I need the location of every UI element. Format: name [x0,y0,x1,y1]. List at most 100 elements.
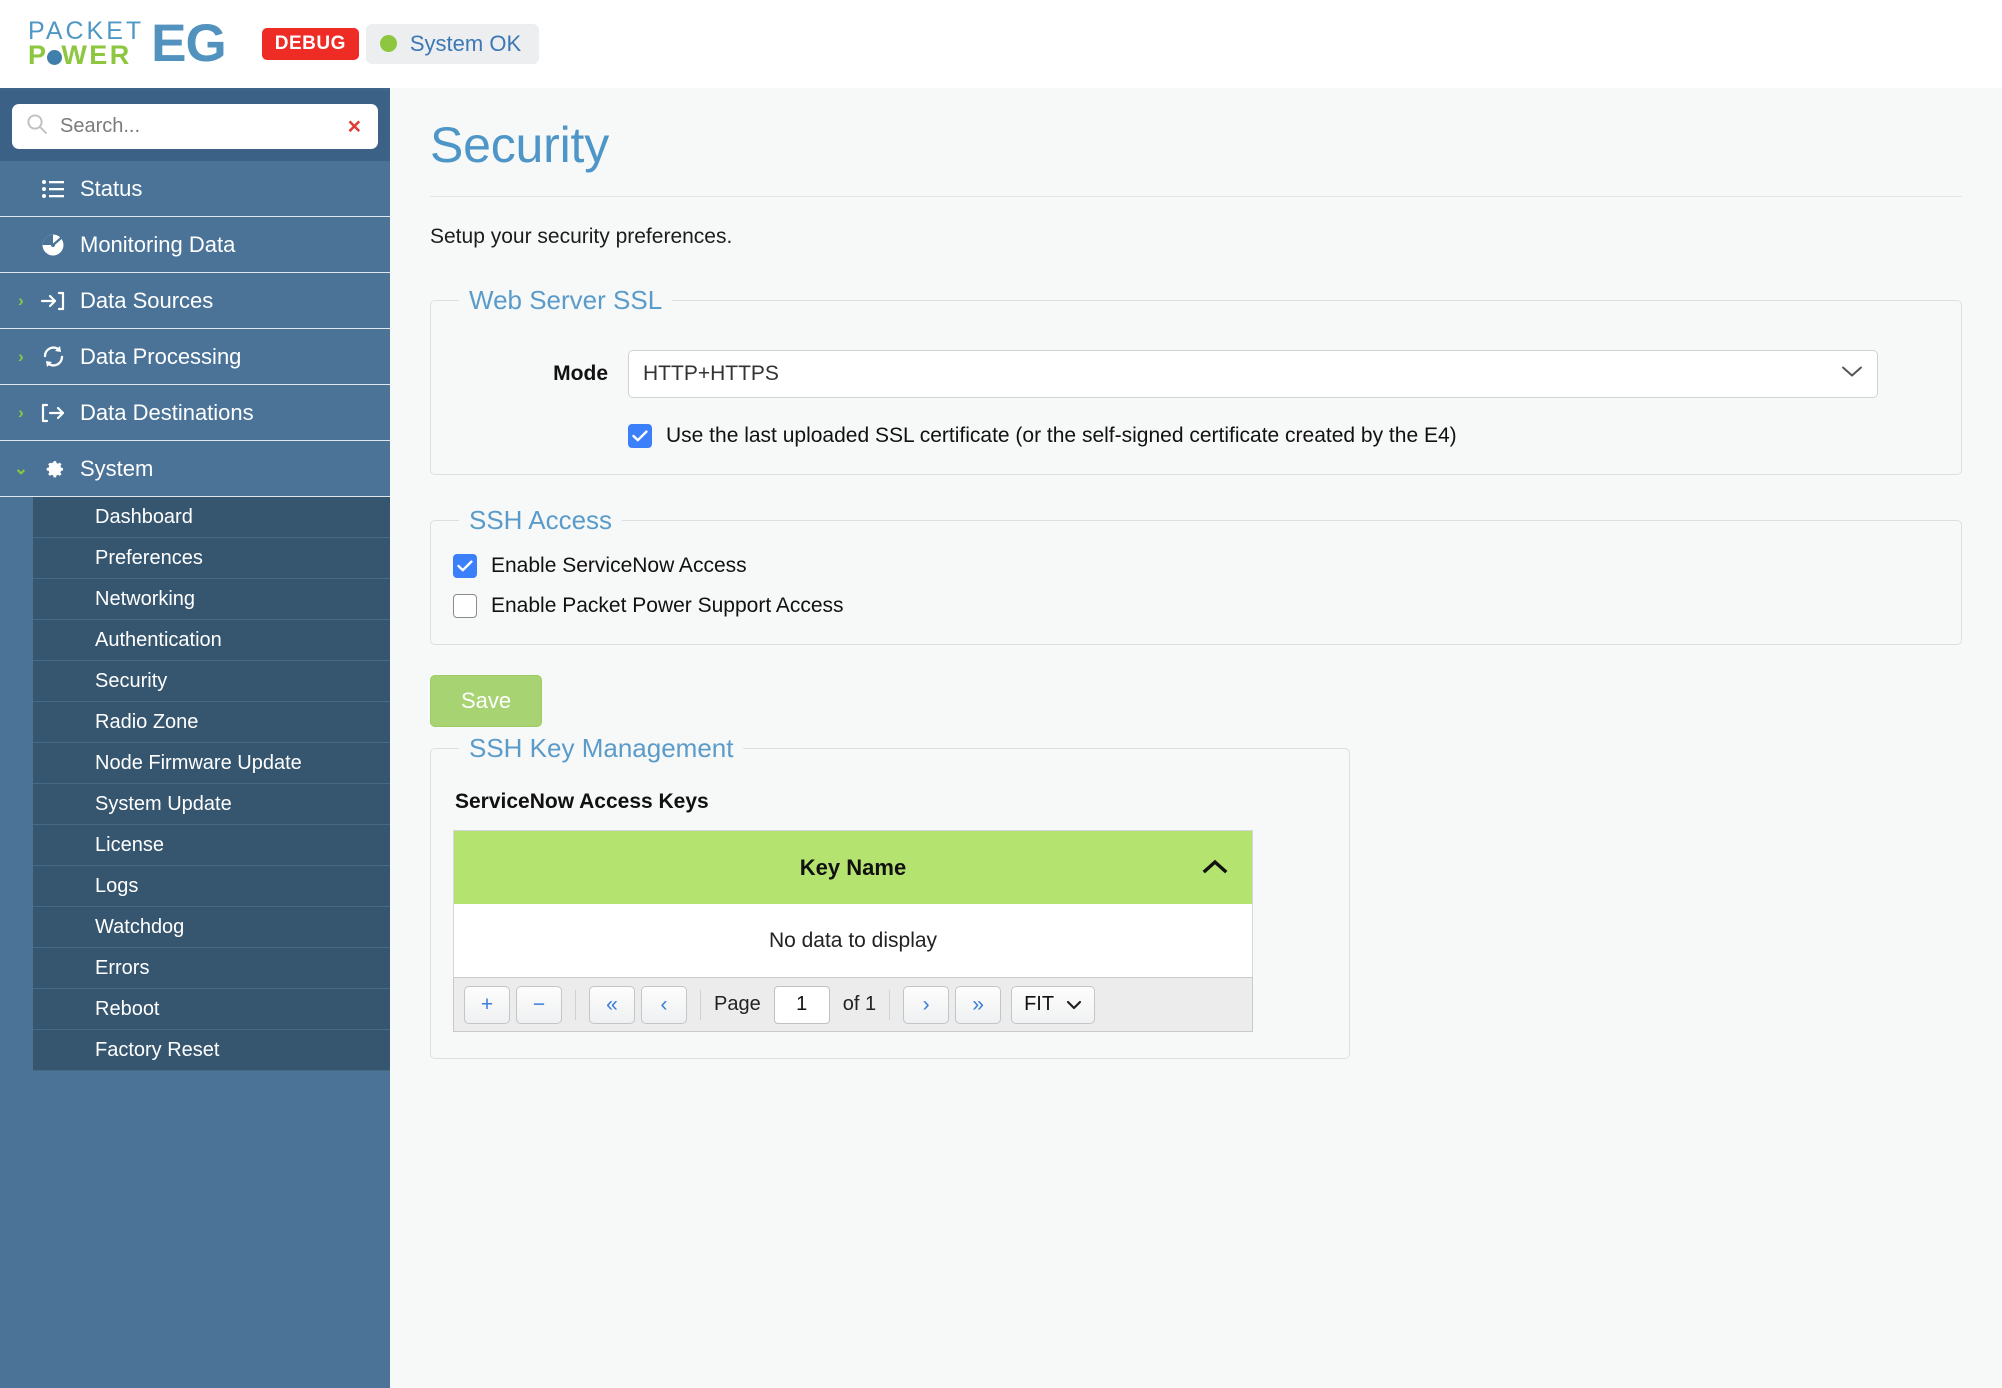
sidebar-subitem-security[interactable]: Security [33,661,390,702]
use-last-ssl-certificate-row[interactable]: Use the last uploaded SSL certificate (o… [453,424,1939,448]
page-title: Security [430,117,610,173]
subitem-label: Logs [95,874,139,897]
status-label: System OK [409,30,522,56]
chevron-right-icon[interactable]: › [18,290,24,310]
page-total-label: of 1 [842,993,877,1015]
sidebar-item-system[interactable]: ⌄ System [0,441,390,497]
sidebar-subitem-errors[interactable]: Errors [33,948,390,989]
enable-servicenow-access-label: Enable ServiceNow Access [491,554,747,577]
pager-divider [700,989,701,1020]
grid-column-header-key-name[interactable]: Key Name [453,830,1253,904]
sidebar-subitem-license[interactable]: License [33,825,390,866]
logo-packet-text: PACKET [28,16,145,45]
search-input[interactable] [58,114,342,139]
ssh-key-management-panel: SSH Key Management ServiceNow Access Key… [430,733,1350,1059]
pager-divider [575,989,576,1020]
page-number-input[interactable] [773,985,830,1024]
sidebar-item-data-sources[interactable]: › Data Sources [0,273,390,329]
enable-servicenow-access-row[interactable]: Enable ServiceNow Access [453,554,1939,578]
sidebar-subitem-logs[interactable]: Logs [33,866,390,907]
subitem-label: Authentication [95,628,222,651]
sidebar-item-status[interactable]: Status [0,161,390,217]
search-box[interactable]: × [12,104,378,149]
app-header: PACKET P WER EG DEBUG System OK [0,0,2002,88]
logo-eg-text: EG [151,14,227,73]
subitem-label: Dashboard [95,505,193,528]
debug-badge: DEBUG [261,27,359,60]
status-dot-icon [379,35,397,52]
page-size-select[interactable]: FIT [1011,985,1096,1024]
last-page-button[interactable]: » [955,985,1002,1024]
sidebar-search-area: × [0,91,390,161]
add-key-button[interactable]: + [464,985,510,1024]
subitem-label: Node Firmware Update [95,751,302,774]
remove-key-button[interactable]: − [516,985,562,1024]
clear-search-icon[interactable]: × [347,113,361,139]
ssh-keys-grid: Key Name No data to display + − « ‹ Page [453,830,1253,1032]
ssl-mode-label: Mode [553,362,608,385]
subitem-label: License [95,833,164,856]
ssh-access-panel: SSH Access Enable ServiceNow Access Enab… [430,505,1962,645]
ssh-key-management-legend: SSH Key Management [469,733,734,763]
sidebar-subitem-dashboard[interactable]: Dashboard [33,497,390,538]
ssl-mode-select[interactable]: HTTP+HTTPS [628,350,1878,398]
use-last-ssl-certificate-checkbox[interactable] [628,424,652,448]
page-intro-text: Setup your security preferences. [430,225,733,248]
sidebar-subitem-node-firmware-update[interactable]: Node Firmware Update [33,743,390,784]
system-status-indicator[interactable]: System OK [365,23,540,64]
chevron-down-icon[interactable]: ⌄ [13,458,29,478]
sidebar-subitem-radio-zone[interactable]: Radio Zone [33,702,390,743]
enable-servicenow-access-checkbox[interactable] [453,554,477,578]
sidebar-subitem-factory-reset[interactable]: Factory Reset [33,1030,390,1071]
subitem-label: Networking [95,587,196,610]
enable-packet-power-support-access-row[interactable]: Enable Packet Power Support Access [453,594,1939,618]
system-submenu: Dashboard Preferences Networking Authent… [0,497,390,1071]
sidebar-item-monitoring-data[interactable]: Monitoring Data [0,217,390,273]
sidebar-subitem-reboot[interactable]: Reboot [33,989,390,1030]
title-divider [430,196,1962,197]
chevron-right-icon[interactable]: › [18,402,24,422]
sidebar-item-label: Status [80,175,143,201]
sidebar-subitem-system-update[interactable]: System Update [33,784,390,825]
list-icon [36,178,70,200]
sidebar-item-label: Data Processing [80,343,242,369]
ssh-access-legend: SSH Access [469,505,613,535]
logo-wordmark: PACKET P WER [28,16,145,68]
gear-icon [36,456,70,481]
arrow-into-bracket-icon [36,290,70,312]
sidebar-subitem-watchdog[interactable]: Watchdog [33,907,390,948]
refresh-icon [36,344,70,369]
sidebar-item-label: Data Destinations [80,399,254,425]
sidebar-navigation: × Status [0,88,390,1388]
sidebar-item-label: Data Sources [80,287,214,313]
ssl-mode-select-wrap: HTTP+HTTPS [628,350,1878,398]
search-icon [26,113,48,140]
gauge-icon [36,232,70,258]
subitem-label: System Update [95,792,232,815]
logo-dot-icon [47,49,63,65]
subitem-label: Factory Reset [95,1038,220,1061]
next-page-button[interactable]: › [903,985,950,1024]
chevron-down-icon [1066,1000,1082,1009]
ssl-mode-row: Mode HTTP+HTTPS [453,350,1939,398]
first-page-button[interactable]: « [589,985,635,1024]
sidebar-item-label: Monitoring Data [80,231,236,257]
grid-empty-message: No data to display [453,904,1253,977]
arrow-out-bracket-icon [36,402,70,424]
subitem-label: Radio Zone [95,710,199,733]
previous-page-button[interactable]: ‹ [641,985,687,1024]
sidebar-filler [0,1071,390,1388]
sidebar-subitem-preferences[interactable]: Preferences [33,538,390,579]
sidebar-subitem-networking[interactable]: Networking [33,579,390,620]
subitem-label: Reboot [95,997,160,1020]
subitem-label: Security [95,669,168,692]
save-button[interactable]: Save [430,675,543,727]
enable-packet-power-support-access-checkbox[interactable] [453,594,477,618]
sidebar-subitem-authentication[interactable]: Authentication [33,620,390,661]
sidebar-item-data-destinations[interactable]: › Data Destinations [0,385,390,441]
pager-divider [889,989,891,1020]
chevron-right-icon[interactable]: › [18,346,24,366]
sidebar-item-label: System [80,455,154,481]
sidebar-item-data-processing[interactable]: › Data Processing [0,329,390,385]
